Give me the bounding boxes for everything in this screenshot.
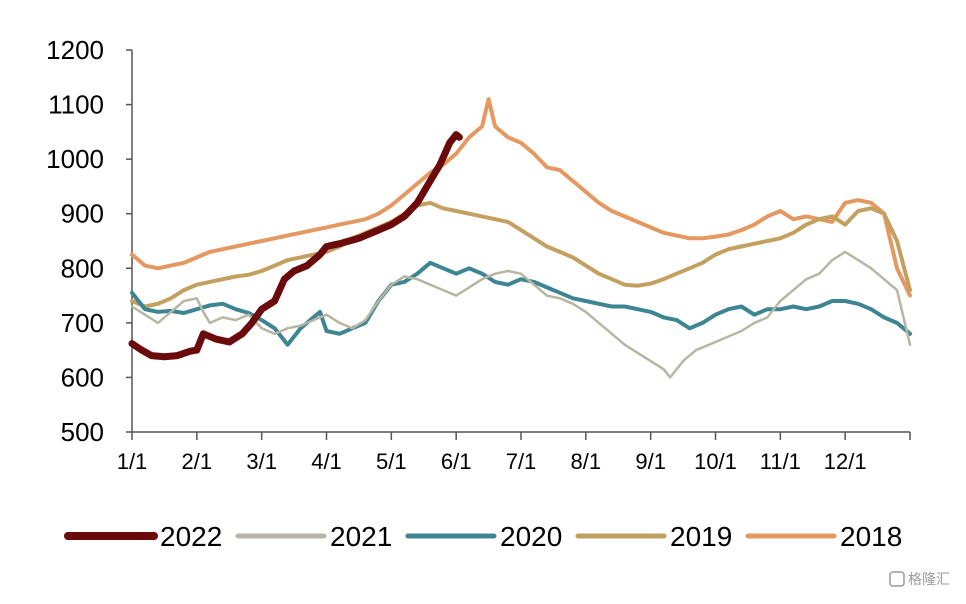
series-line-2019 bbox=[130, 200, 912, 309]
y-tick-label: 800 bbox=[61, 253, 104, 283]
y-tick-label: 1000 bbox=[46, 144, 104, 174]
x-tick-label: 8/1 bbox=[571, 449, 602, 474]
watermark-logo-icon bbox=[889, 571, 905, 587]
series-line-2018 bbox=[130, 97, 912, 298]
x-tick-label: 2/1 bbox=[182, 449, 213, 474]
series-line-2020 bbox=[130, 260, 912, 347]
x-tick-label: 3/1 bbox=[246, 449, 277, 474]
x-tick-label: 1/1 bbox=[117, 449, 148, 474]
series-lines bbox=[128, 97, 912, 379]
watermark-text: 格隆汇 bbox=[908, 571, 950, 587]
legend: 2022 2021 2020 2019 2018 bbox=[64, 521, 902, 552]
x-tick-label: 10/1 bbox=[694, 449, 737, 474]
x-tick-label: 5/1 bbox=[376, 449, 407, 474]
axes bbox=[131, 50, 910, 433]
x-ticks: 1/1 2/1 3/1 4/1 5/1 6/1 7/1 8/1 9/1 10/1 11/1 12/1 bbox=[117, 432, 911, 474]
y-tick-label: 600 bbox=[61, 362, 104, 392]
legend-label-2019: 2019 bbox=[670, 521, 732, 552]
x-tick-label: 6/1 bbox=[441, 449, 472, 474]
x-tick-label: 12/1 bbox=[824, 449, 867, 474]
y-tick-label: 1200 bbox=[46, 35, 104, 65]
series-line-2022 bbox=[128, 131, 463, 361]
x-tick-label: 4/1 bbox=[311, 449, 342, 474]
watermark: 格隆汇 bbox=[889, 571, 950, 587]
legend-label-2022: 2022 bbox=[160, 521, 222, 552]
x-tick-label: 11/1 bbox=[760, 449, 801, 474]
x-tick-label: 9/1 bbox=[635, 449, 666, 474]
y-tick-label: 700 bbox=[61, 308, 104, 338]
y-tick-label: 1100 bbox=[48, 90, 104, 120]
y-ticks: 500 600 700 800 900 1000 1100 1200 bbox=[46, 35, 132, 447]
x-tick-label: 7/1 bbox=[506, 449, 537, 474]
y-tick-label: 500 bbox=[61, 417, 104, 447]
legend-label-2020: 2020 bbox=[500, 521, 562, 552]
legend-label-2021: 2021 bbox=[330, 521, 392, 552]
series-line-2021 bbox=[130, 250, 912, 379]
legend-label-2018: 2018 bbox=[840, 521, 902, 552]
y-tick-label: 900 bbox=[61, 199, 104, 229]
